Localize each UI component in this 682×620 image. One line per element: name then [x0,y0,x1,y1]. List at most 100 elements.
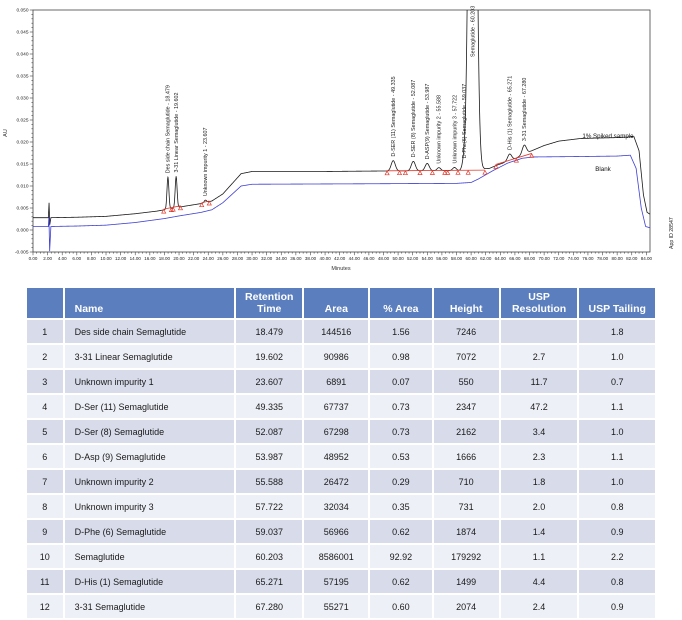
peak-label: D-SER (8) Semaglutide - 52.087 [411,80,417,158]
table-cell: 1666 [433,445,499,469]
table-cell: 53.987 [236,445,303,469]
x-tick-label: 34.00 [276,256,288,261]
x-tick-label: 16.00 [144,256,156,261]
table-cell: Des side chain Semaglutide [64,320,235,344]
table-cell: Semaglutide [64,545,235,569]
plot-frame [32,9,651,253]
integration-marker-icon [168,207,174,212]
table-row: 6 D-Asp (9) Semaglutide 53.987 48952 0.53 166… [27,445,655,469]
x-tick-label: 6.00 [72,256,81,261]
x-tick-label: 28.00 [232,256,244,261]
table-cell [500,320,578,344]
table-cell: 67.280 [236,595,303,619]
table-cell: 0.7 [579,370,655,394]
column-header: % Area [370,288,432,319]
y-tick-label: -0.005 [15,250,29,256]
table-cell: 0.62 [370,570,432,594]
table-cell: 55.588 [236,470,303,494]
integration-marker-icon [402,170,408,176]
table-cell: 7246 [433,320,499,344]
table-cell: 0.73 [370,420,432,444]
peak-label: 3-31 Linear Semaglutide - 19.602 [174,93,180,173]
table-cell: 2.0 [500,495,578,519]
column-header: Height [433,288,499,319]
table-cell: 0.9 [579,595,655,619]
table-cell: 57195 [304,570,369,594]
x-tick-label: 48.00 [378,256,390,261]
table-cell: 1499 [433,570,499,594]
table-cell: 2074 [433,595,499,619]
integration-marker-icon [465,169,471,175]
table-cell: 0.60 [370,595,432,619]
table-cell: 6891 [304,370,369,394]
x-axis-label: Minutes [331,266,351,272]
table-cell: 2347 [433,395,499,419]
column-header: USP Resolution [500,288,578,319]
x-tick-label: 12.00 [115,256,127,261]
table-cell: D-Asp (9) Semaglutide [64,445,235,469]
peak-label: Semaglutide - 60.203 [470,6,476,57]
row-index-cell: 12 [27,595,63,619]
app-id-label: App ID 28547 [669,217,675,249]
table-row: 2 3-31 Linear Semaglutide 19.602 90986 0.98 7… [27,345,655,369]
integration-marker-icon [396,170,403,176]
peak-label: D-SER (11) Semaglutide - 49.335 [391,76,397,156]
row-index-cell: 7 [27,470,63,494]
y-tick-label: 0.020 [16,140,28,146]
integration-marker-icon [206,200,212,206]
x-tick-label: 72.00 [553,256,565,261]
x-tick-label: 60.00 [465,256,477,261]
table-cell: 0.8 [579,495,655,519]
x-tick-label: 76.00 [582,256,594,261]
table-cell: 0.9 [579,520,655,544]
integration-marker-icon [455,169,461,175]
x-tick-label: 22.00 [188,256,200,261]
trace-blank [33,154,650,252]
table-cell: 59.037 [236,520,303,544]
table-cell: 2.2 [579,545,655,569]
peak-label: Des side chain Semaglutide - 18.479 [166,85,172,173]
x-tick-label: 56.00 [436,256,448,261]
table-row: 7 Unknown impurity 2 55.588 26472 0.29 710 1.8… [27,470,655,494]
table-cell: 1.1 [579,395,655,419]
table-cell: 1874 [433,520,499,544]
y-tick-label: 0.035 [16,74,28,80]
integration-marker-icon [170,206,176,212]
integration-baseline [201,200,210,204]
table-cell: 67737 [304,395,369,419]
x-tick-label: 8.00 [87,256,96,261]
integration-marker-icon [513,157,519,163]
x-tick-label: 42.00 [334,256,346,261]
column-header: USP Tailing [579,288,655,319]
column-header: Retention Time [236,288,303,319]
y-tick-label: 0.015 [16,162,28,168]
row-index-cell: 8 [27,495,63,519]
table-cell: 550 [433,370,499,394]
y-tick-label: 0.050 [16,8,28,14]
trace-spiked-sample [33,10,650,225]
x-tick-label: 82.00 [626,256,638,261]
peak-label: Unknown impurity 3 - 57.722 [452,95,458,164]
integration-marker-icon [529,152,535,158]
table-cell: 56966 [304,520,369,544]
x-tick-label: 58.00 [451,256,463,261]
integration-baseline [386,169,485,172]
x-tick-label: 74.00 [568,256,580,261]
table-cell: 11.7 [500,370,578,394]
row-index-cell: 11 [27,570,63,594]
row-index-cell: 4 [27,395,63,419]
y-tick-label: 0.010 [16,184,28,190]
peak-label: D-ASP(9) Semaglutide - 53.987 [425,84,431,160]
table-header: Name Retention Time Area% Area Height USP Re… [27,288,655,319]
table-cell: D-His (1) Semaglutide [64,570,235,594]
table-cell: 0.98 [370,345,432,369]
peak-label: Unknown impurity 2 - 55.588 [437,95,443,164]
peak-label: 3-31 Semaglutide - 67.280 [522,78,528,142]
legend-blank-label: Blank [595,166,611,173]
x-tick-label: 26.00 [217,256,229,261]
table-cell: 0.8 [579,570,655,594]
table-cell: 32034 [304,495,369,519]
table-cell: D-Ser (8) Semaglutide [64,420,235,444]
row-index-cell: 1 [27,320,63,344]
